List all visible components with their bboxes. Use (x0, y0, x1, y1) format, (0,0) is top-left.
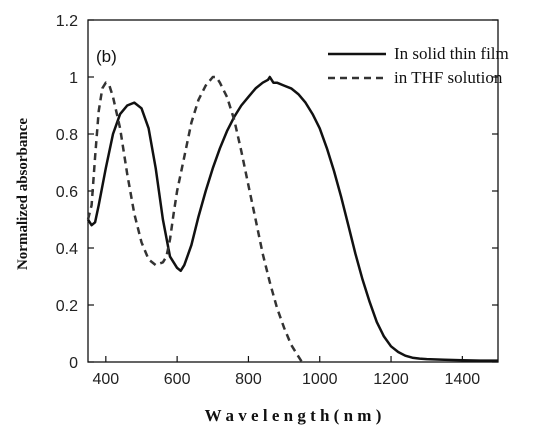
x-tick-label: 400 (92, 371, 119, 388)
y-tick-label: 0.4 (56, 241, 78, 258)
panel-label: (b) (96, 47, 117, 66)
series-lines (86, 75, 498, 363)
y-axis-title: Normalized absorbance (15, 118, 31, 270)
legend-label-solid-film: In solid thin film (394, 44, 509, 63)
series-line-thf-solution (86, 75, 303, 363)
x-tick-label: 1400 (445, 371, 481, 388)
axis-ticks: 400 600 800 1000 1200 1400 0 0.2 0.4 0.6 0.8 1 1.2 (56, 13, 498, 388)
y-tick-label: 0.6 (56, 184, 78, 201)
x-axis-title: W a v e l e n g t h ( n m ) (205, 406, 382, 425)
y-tick-label: 0.8 (56, 127, 78, 144)
series-line-solid-film (86, 75, 498, 362)
x-tick-label: 1200 (373, 371, 409, 388)
y-tick-label: 0.2 (56, 298, 78, 315)
y-tick-label: 0 (69, 355, 78, 372)
x-tick-label: 600 (164, 371, 191, 388)
legend-label-thf-solution: in THF solution (394, 68, 503, 87)
y-tick-label: 1 (69, 70, 78, 87)
y-tick-label: 1.2 (56, 13, 78, 30)
legend: In solid thin film in THF solution (328, 44, 509, 87)
x-tick-label: 800 (235, 371, 262, 388)
x-tick-label: 1000 (302, 371, 338, 388)
